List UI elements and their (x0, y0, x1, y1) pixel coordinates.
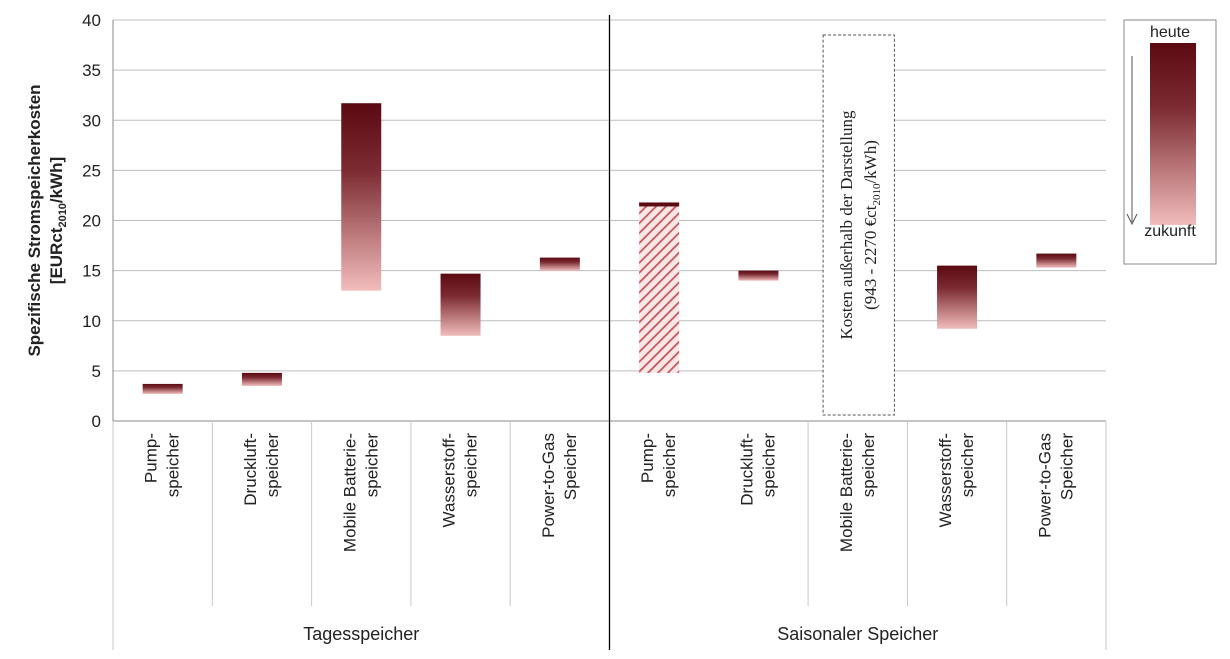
category-label: Wasserstoff-speicher (936, 433, 977, 528)
category-label: Druckluft-speicher (241, 433, 282, 506)
category-label-line1: Druckluft- (241, 433, 260, 506)
y-tick-label: 30 (82, 111, 101, 130)
category-label-line1: Mobile Batterie- (837, 433, 856, 552)
y-axis-title-suffix: /kWh] (47, 157, 66, 203)
category-label-line1: Mobile Batterie- (340, 433, 359, 552)
y-tick-label: 25 (82, 161, 101, 180)
y-axis-title: Spezifische Stromspeicherkosten (25, 84, 44, 356)
category-label-line2: speicher (263, 433, 282, 498)
y-axis-title-line1: Spezifische Stromspeicherkosten (25, 84, 44, 356)
bar (539, 257, 580, 271)
note-sub: 2010 (871, 183, 883, 206)
bar (738, 270, 779, 281)
legend-gradient-bar (1150, 43, 1196, 225)
group-label: Tagesspeicher (303, 624, 419, 644)
category-label-line2: speicher (660, 433, 679, 498)
category-label: Wasserstoff-speicher (440, 433, 481, 528)
category-label-line1: Power-to-Gas (539, 433, 558, 538)
y-axis-title-line2: [EURct2010/kWh] (47, 157, 69, 284)
category-label: Mobile Batterie-speicher (340, 433, 381, 552)
category-label-line1: Power-to-Gas (1035, 433, 1054, 538)
group-label: Saisonaler Speicher (777, 624, 938, 644)
note-box (822, 34, 895, 416)
legend-arrow-head-icon (1126, 213, 1138, 226)
category-label: Mobile Batterie-speicher (837, 433, 878, 552)
bar (241, 372, 282, 386)
category-label-line2: speicher (362, 433, 381, 498)
y-tick-label: 35 (82, 61, 101, 80)
y-tick-label: 20 (82, 212, 101, 231)
note-suffix: /kWh) (861, 140, 880, 183)
category-label-line1: Druckluft- (737, 433, 756, 506)
category-label-line2: speicher (859, 433, 878, 498)
y-tick-label: 5 (92, 362, 101, 381)
bar (440, 273, 481, 336)
category-label-line2: Speicher (561, 433, 580, 500)
legend-label-top: heute (1150, 24, 1190, 41)
y-tick-label: 10 (82, 312, 101, 331)
bar (639, 202, 680, 373)
y-axis-title-prefix: [EURct (47, 227, 66, 284)
y-axis-title-sub: 2010 (57, 203, 69, 227)
y-tick-label: 15 (82, 262, 101, 281)
category-label: Druckluft-speicher (737, 433, 778, 506)
category-label: Pump-speicher (638, 433, 679, 498)
bar (142, 383, 183, 394)
bar (1036, 253, 1077, 268)
bar (937, 265, 978, 329)
legend-label-bottom: zukunft (1144, 223, 1196, 240)
y-tick-label: 0 (92, 412, 101, 431)
note-text-line1: Kosten außerhalb der Darstellung (837, 110, 856, 339)
category-label-line1: Pump- (142, 433, 161, 483)
category-label-line2: Speicher (1057, 433, 1076, 500)
category-label-line2: speicher (462, 433, 481, 498)
bar (341, 103, 382, 291)
bar-top-cap (639, 202, 680, 207)
category-label-line2: speicher (958, 433, 977, 498)
category-label-line1: Pump- (638, 433, 657, 483)
note-prefix: (943 - 2270 €ct (861, 205, 880, 310)
category-label: Power-to-Gas Speicher (539, 433, 580, 538)
category-label: Power-to-Gas Speicher (1035, 433, 1076, 538)
y-tick-label: 40 (82, 11, 101, 30)
category-label-line1: Wasserstoff- (936, 433, 955, 527)
category-label-line2: speicher (759, 433, 778, 498)
note-text-line2: (943 - 2270 €ct2010/kWh) (861, 140, 883, 310)
category-label-line2: speicher (164, 433, 183, 498)
category-label: Pump-speicher (142, 433, 183, 498)
category-label-line1: Wasserstoff- (440, 433, 459, 527)
